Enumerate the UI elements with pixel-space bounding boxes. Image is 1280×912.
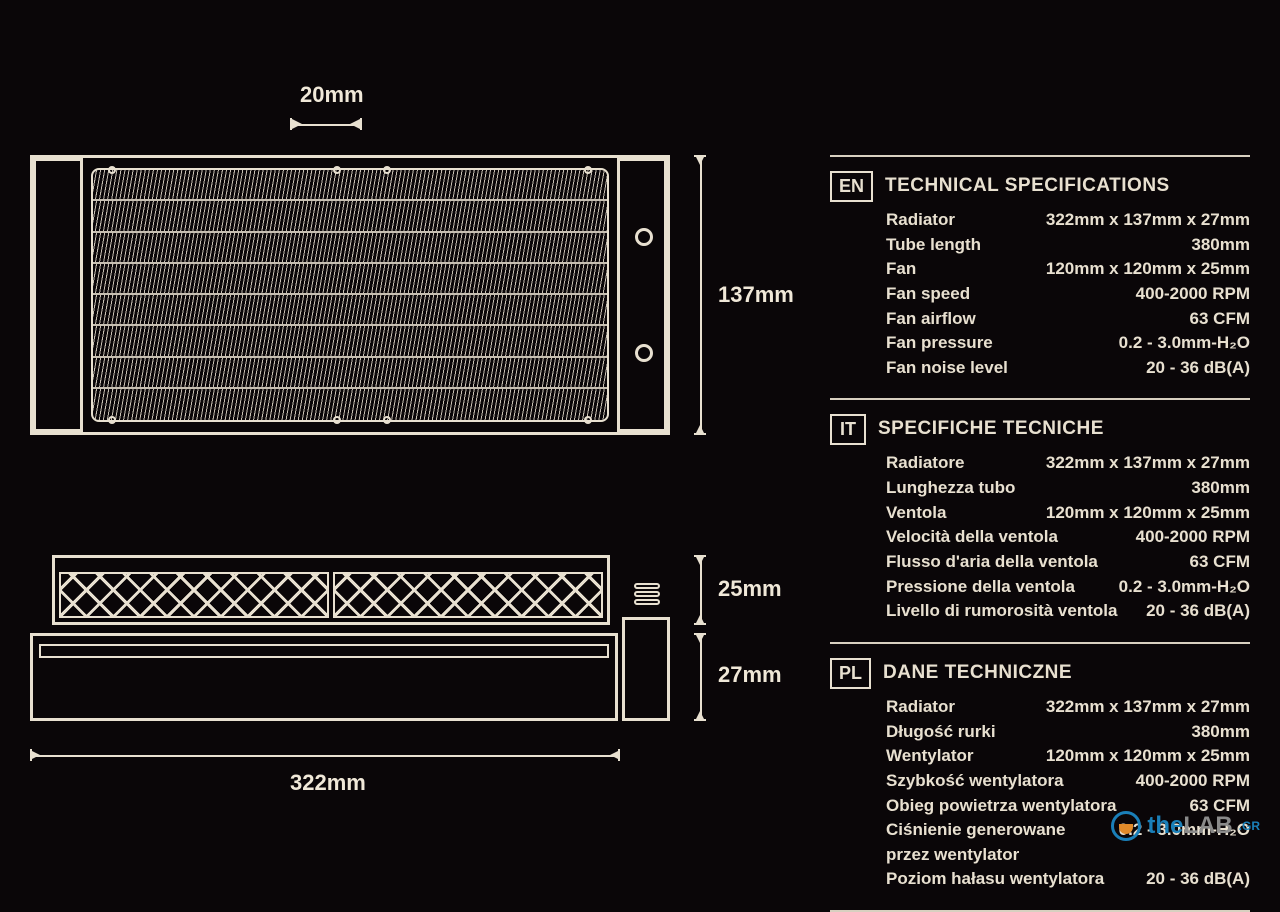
spec-row: Tube length 380mm bbox=[886, 233, 1250, 258]
spec-label: Pressione della ventola bbox=[886, 575, 1075, 600]
spec-value: 380mm bbox=[1191, 476, 1250, 501]
spec-row: Flusso d'aria della ventola 63 CFM bbox=[886, 550, 1250, 575]
spec-row: Fan pressure 0.2 - 3.0mm-H₂O bbox=[886, 331, 1250, 356]
lang-badge: IT bbox=[830, 414, 866, 445]
spec-value: 380mm bbox=[1191, 720, 1250, 745]
lang-badge: PL bbox=[830, 658, 871, 689]
spec-row: Fan airflow 63 CFM bbox=[886, 307, 1250, 332]
spec-block-pl: PL DANE TECHNICZNE Radiator 322mm x 137mm x… bbox=[830, 642, 1250, 912]
spec-value: 400-2000 RPM bbox=[1136, 525, 1250, 550]
spec-row: Pressione della ventola 0.2 - 3.0mm-H₂O bbox=[886, 575, 1250, 600]
spec-row: Ventola 120mm x 120mm x 25mm bbox=[886, 501, 1250, 526]
spec-row: Lunghezza tubo 380mm bbox=[886, 476, 1250, 501]
spec-value: 0.2 - 3.0mm-H₂O bbox=[1119, 575, 1250, 600]
radiator-port-block bbox=[622, 617, 670, 721]
spec-value: 63 CFM bbox=[1190, 550, 1250, 575]
spec-value: 380mm bbox=[1191, 233, 1250, 258]
dim-line bbox=[30, 755, 620, 757]
radiator-endcap-left bbox=[33, 158, 83, 432]
spec-label: Fan pressure bbox=[886, 331, 993, 356]
spec-value: 322mm x 137mm x 27mm bbox=[1046, 451, 1250, 476]
spec-value: 120mm x 120mm x 25mm bbox=[1046, 744, 1250, 769]
spec-row: Wentylator 120mm x 120mm x 25mm bbox=[886, 744, 1250, 769]
root: 20mm bbox=[0, 0, 1280, 853]
radiator-endcap-right bbox=[617, 158, 667, 432]
fan-outline bbox=[333, 572, 603, 618]
spec-label: Długość rurki bbox=[886, 720, 996, 745]
spec-title: DANE TECHNICZNE bbox=[883, 658, 1072, 684]
spec-value: 20 - 36 dB(A) bbox=[1146, 356, 1250, 381]
spec-value: 63 CFM bbox=[1190, 307, 1250, 332]
spec-row: Fan speed 400-2000 RPM bbox=[886, 282, 1250, 307]
spec-value: 20 - 36 dB(A) bbox=[1146, 867, 1250, 892]
spec-row: Poziom hałasu wentylatora 20 - 36 dB(A) bbox=[886, 867, 1250, 892]
spec-label: Fan bbox=[886, 257, 916, 282]
spec-row: Radiatore 322mm x 137mm x 27mm bbox=[886, 451, 1250, 476]
spec-label: Tube length bbox=[886, 233, 981, 258]
spec-block-en: EN TECHNICAL SPECIFICATIONS Radiator 322mm … bbox=[830, 155, 1250, 398]
spec-title: TECHNICAL SPECIFICATIONS bbox=[885, 171, 1170, 197]
spec-value: 322mm x 137mm x 27mm bbox=[1046, 208, 1250, 233]
thelab-logo: theLAB.GR bbox=[1111, 811, 1260, 841]
fan-outline bbox=[59, 572, 329, 618]
lang-badge: EN bbox=[830, 171, 873, 202]
spec-label: Ciśnienie generowane przez wentylator bbox=[886, 818, 1109, 867]
spec-label: Velocità della ventola bbox=[886, 525, 1058, 550]
spec-row: Radiator 322mm x 137mm x 27mm bbox=[886, 695, 1250, 720]
spec-value: 120mm x 120mm x 25mm bbox=[1046, 501, 1250, 526]
dim-length: 322mm bbox=[290, 770, 366, 796]
spec-block-it: IT SPECIFICHE TECNICHE Radiatore 322mm x 13… bbox=[830, 398, 1250, 641]
dim-rad-thickness: 27mm bbox=[718, 662, 782, 688]
spec-label: Lunghezza tubo bbox=[886, 476, 1015, 501]
spec-label: Radiator bbox=[886, 695, 955, 720]
fan-layer bbox=[52, 555, 610, 625]
spec-panel: EN TECHNICAL SPECIFICATIONS Radiator 322mm … bbox=[830, 0, 1280, 853]
dim-line bbox=[700, 633, 702, 721]
spec-label: Szybkość wentylatora bbox=[886, 769, 1064, 794]
spec-title: SPECIFICHE TECNICHE bbox=[878, 414, 1104, 440]
spec-row: Velocità della ventola 400-2000 RPM bbox=[886, 525, 1250, 550]
spec-label: Fan airflow bbox=[886, 307, 976, 332]
dim-tube-spacing: 20mm bbox=[300, 82, 364, 108]
spec-label: Radiator bbox=[886, 208, 955, 233]
port-icon bbox=[635, 228, 653, 246]
spec-value: 120mm x 120mm x 25mm bbox=[1046, 257, 1250, 282]
dim-line bbox=[700, 155, 702, 435]
spec-label: Ventola bbox=[886, 501, 946, 526]
spec-row: Radiator 322mm x 137mm x 27mm bbox=[886, 208, 1250, 233]
dim-fan-thickness: 25mm bbox=[718, 576, 782, 602]
spec-label: Fan noise level bbox=[886, 356, 1008, 381]
spec-row: Szybkość wentylatora 400-2000 RPM bbox=[886, 769, 1250, 794]
spec-row: Długość rurki 380mm bbox=[886, 720, 1250, 745]
spec-label: Flusso d'aria della ventola bbox=[886, 550, 1098, 575]
spec-label: Poziom hałasu wentylatora bbox=[886, 867, 1104, 892]
port-icon bbox=[635, 344, 653, 362]
spec-value: 20 - 36 dB(A) bbox=[1146, 599, 1250, 624]
radiator-fin-core bbox=[91, 168, 609, 422]
spec-label: Obieg powietrza wentylatora bbox=[886, 794, 1117, 819]
spec-row: Livello di rumorosità ventola 20 - 36 dB(… bbox=[886, 599, 1250, 624]
spec-label: Livello di rumorosità ventola bbox=[886, 599, 1117, 624]
spec-label: Radiatore bbox=[886, 451, 964, 476]
spec-label: Fan speed bbox=[886, 282, 970, 307]
spec-value: 400-2000 RPM bbox=[1136, 769, 1250, 794]
spec-value: 322mm x 137mm x 27mm bbox=[1046, 695, 1250, 720]
logo-text: theLAB bbox=[1147, 812, 1232, 840]
radiator-top-view bbox=[30, 155, 670, 435]
dim-height: 137mm bbox=[718, 282, 794, 308]
hose-barb-icon bbox=[634, 583, 660, 617]
spec-value: 400-2000 RPM bbox=[1136, 282, 1250, 307]
radiator-side-view bbox=[30, 555, 670, 725]
thelab-logo-icon bbox=[1111, 811, 1141, 841]
spec-row: Fan 120mm x 120mm x 25mm bbox=[886, 257, 1250, 282]
spec-row: Fan noise level 20 - 36 dB(A) bbox=[886, 356, 1250, 381]
spec-label: Wentylator bbox=[886, 744, 974, 769]
diagram-panel: 20mm bbox=[0, 0, 830, 853]
spec-value: 0.2 - 3.0mm-H₂O bbox=[1119, 331, 1250, 356]
radiator-body bbox=[30, 633, 618, 721]
